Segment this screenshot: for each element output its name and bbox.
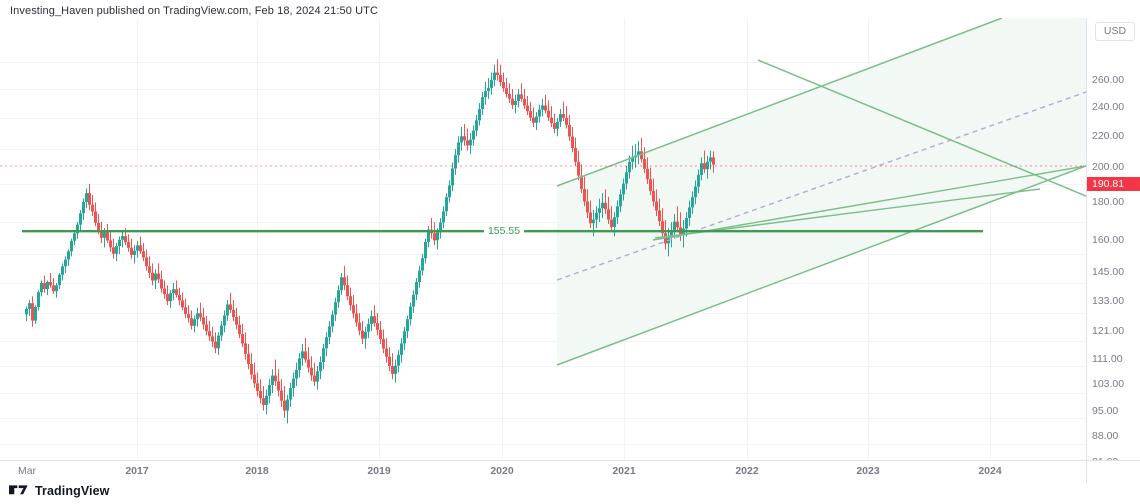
time-tick-label: 2021 xyxy=(612,465,636,477)
candlestick-series xyxy=(25,59,715,424)
currency-badge[interactable]: USD xyxy=(1095,22,1135,41)
chart-canvas xyxy=(0,18,1086,460)
time-scale[interactable]: Mar 2017 2018 2019 2020 2021 2022 2023 2024 xyxy=(0,460,1140,483)
time-tick-label: Mar xyxy=(17,465,37,477)
price-tick-label: 180.00 xyxy=(1092,196,1125,208)
price-tick-label: 88.00 xyxy=(1092,430,1119,442)
time-tick-label: 2022 xyxy=(735,465,759,477)
price-tick-label: 145.00 xyxy=(1092,266,1125,278)
price-tick-label: 220.00 xyxy=(1092,130,1125,142)
time-scale-divider xyxy=(1086,461,1087,483)
support-line-label: 155.55 xyxy=(483,225,525,238)
grid-lines xyxy=(0,18,1086,460)
time-tick-label: 2020 xyxy=(490,465,514,477)
price-tick-label: 103.00 xyxy=(1092,378,1125,390)
tradingview-mark-icon xyxy=(9,484,28,494)
price-tick-label: 160.00 xyxy=(1092,234,1125,246)
price-tick-label: 95.00 xyxy=(1092,405,1119,417)
current-price-badge: 190.81 xyxy=(1087,177,1140,191)
price-tick-label: 133.00 xyxy=(1092,295,1125,307)
tradingview-wordmark: TradingView xyxy=(35,484,110,498)
channel-fill xyxy=(557,18,1086,365)
tradingview-logo: TradingView xyxy=(9,484,110,498)
chart-plot-area[interactable]: 155.55 xyxy=(0,18,1086,460)
time-tick-label: 2024 xyxy=(978,465,1002,477)
attribution-text: Investing_Haven published on TradingView… xyxy=(10,5,378,17)
time-tick-label: 2018 xyxy=(245,465,269,477)
price-tick-label: 240.00 xyxy=(1092,101,1125,113)
price-tick-label: 111.00 xyxy=(1092,353,1123,365)
price-tick-label: 121.00 xyxy=(1092,325,1125,337)
time-tick-label: 2023 xyxy=(856,465,880,477)
price-tick-label: 200.00 xyxy=(1092,161,1125,173)
price-scale[interactable]: USD 260.00 240.00 220.00 200.00 180.00 160.00… xyxy=(1086,18,1140,468)
time-tick-label: 2019 xyxy=(367,465,391,477)
time-tick-label: 2017 xyxy=(125,465,149,477)
price-tick-label: 260.00 xyxy=(1092,74,1125,86)
